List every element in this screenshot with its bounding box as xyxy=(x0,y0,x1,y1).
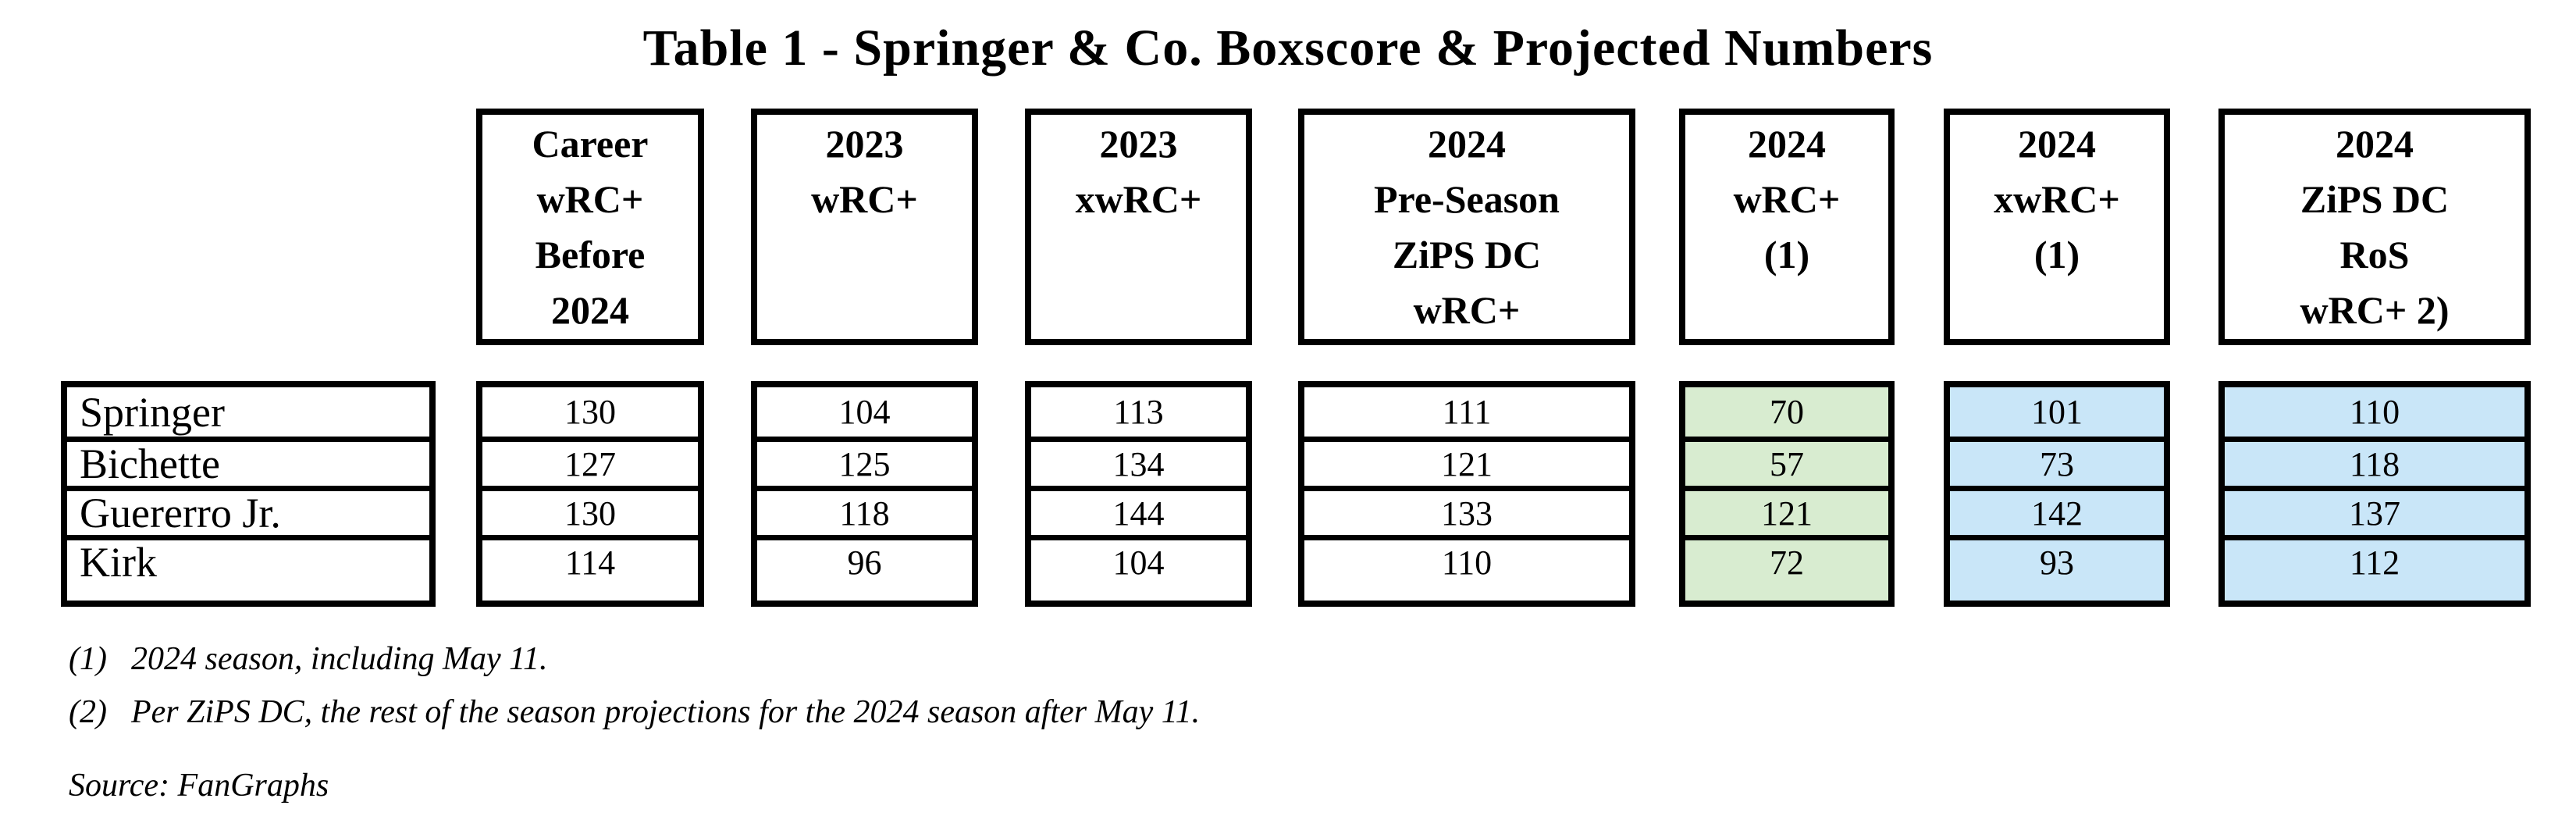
cell: 121 xyxy=(1685,486,1888,535)
cell: 73 xyxy=(1950,437,2164,486)
header-2023-wrc: 2023 wRC+ xyxy=(751,109,978,345)
header-line: 2023 xyxy=(1099,122,1178,166)
footnote-1: (1) 2024 season, including May 11. xyxy=(69,640,548,678)
column-2023-wrc: 104 125 118 96 xyxy=(751,381,978,607)
footnote-marker: (1) xyxy=(69,641,107,677)
cell: 121 xyxy=(1304,437,1629,486)
cell: 96 xyxy=(757,535,972,584)
footnote-marker: (2) xyxy=(69,694,107,730)
player-name: Kirk xyxy=(67,535,429,586)
header-line: wRC+ xyxy=(1413,288,1521,332)
cell: 142 xyxy=(1950,486,2164,535)
cell: 110 xyxy=(1304,535,1629,584)
page-title: Table 1 - Springer & Co. Boxscore & Proj… xyxy=(642,20,1934,77)
cell: 57 xyxy=(1685,437,1888,486)
cell: 72 xyxy=(1685,535,1888,584)
footnote-2: (2) Per ZiPS DC, the rest of the season p… xyxy=(69,693,1200,731)
header-2024-wrc: 2024 wRC+ (1) xyxy=(1679,109,1895,345)
header-line: (1) xyxy=(2033,233,2080,276)
cell: 93 xyxy=(1950,535,2164,584)
cell: 130 xyxy=(482,486,698,535)
cell: 104 xyxy=(1031,535,1246,584)
player-name: Springer xyxy=(80,388,225,436)
cell: 112 xyxy=(2225,535,2524,584)
cell: 101 xyxy=(2031,393,2083,431)
footnote-text: 2024 season, including May 11. xyxy=(131,641,548,677)
header-line: wRC+ xyxy=(536,177,644,221)
source-attribution: Source: FanGraphs xyxy=(69,768,329,804)
header-line: 2024 xyxy=(1428,122,1506,166)
cell: 114 xyxy=(482,535,698,584)
header-line: 2024 xyxy=(2018,122,2096,166)
header-line: Pre-Season xyxy=(1374,177,1560,221)
header-line: 2024 xyxy=(1748,122,1826,166)
header-line: ZiPS DC xyxy=(1392,233,1542,276)
cell: 133 xyxy=(1304,486,1629,535)
footnote-text: Per ZiPS DC, the rest of the season proj… xyxy=(131,694,1201,730)
header-line: wRC+ xyxy=(1733,177,1841,221)
header-line: 2024 xyxy=(2336,122,2414,166)
cell: 134 xyxy=(1031,437,1246,486)
column-player-names: Springer Bichette Guererro Jr. Kirk xyxy=(61,381,436,607)
cell: 70 xyxy=(1770,393,1804,431)
header-line: Career xyxy=(532,122,649,166)
cell: 110 xyxy=(2349,393,2400,431)
cell: 130 xyxy=(564,393,616,431)
header-line: RoS xyxy=(2339,233,2410,276)
header-line: 2023 xyxy=(825,122,904,166)
header-line: xwRC+ xyxy=(1075,177,1202,221)
header-line: Before xyxy=(535,233,646,276)
column-2024-xwrc-highlight-blue: 101 73 142 93 xyxy=(1944,381,2170,607)
header-career-wrc-before-2024: Career wRC+ Before 2024 xyxy=(476,109,704,345)
header-2024-xwrc: 2024 xwRC+ (1) xyxy=(1944,109,2170,345)
header-2024-zips-ros: 2024 ZiPS DC RoS wRC+ 2) xyxy=(2218,109,2531,345)
column-2023-xwrc: 113 134 144 104 xyxy=(1025,381,1252,607)
header-line: xwRC+ xyxy=(1994,177,2120,221)
column-2024-zips-ros-highlight-blue: 110 118 137 112 xyxy=(2218,381,2531,607)
cell: 144 xyxy=(1031,486,1246,535)
player-name: Bichette xyxy=(67,437,429,487)
cell: 137 xyxy=(2225,486,2524,535)
column-2024-wrc-highlight-green: 70 57 121 72 xyxy=(1679,381,1895,607)
header-line: wRC+ 2) xyxy=(2300,288,2450,332)
column-2024-preseason-zips: 111 121 133 110 xyxy=(1298,381,1635,607)
cell: 104 xyxy=(838,393,891,431)
header-2023-xwrc: 2023 xwRC+ xyxy=(1025,109,1252,345)
header-line: (1) xyxy=(1763,233,1810,276)
cell: 113 xyxy=(1113,393,1164,431)
cell: 127 xyxy=(482,437,698,486)
header-2024-preseason-zips: 2024 Pre-Season ZiPS DC wRC+ xyxy=(1298,109,1635,345)
cell: 125 xyxy=(757,437,972,486)
player-name: Guererro Jr. xyxy=(67,486,429,536)
cell: 118 xyxy=(2225,437,2524,486)
header-line: wRC+ xyxy=(811,177,918,221)
header-line: 2024 xyxy=(551,288,629,332)
cell: 111 xyxy=(1442,393,1492,431)
column-career-wrc-before-2024: 130 127 130 114 xyxy=(476,381,704,607)
header-line: ZiPS DC xyxy=(2300,177,2450,221)
cell: 118 xyxy=(757,486,972,535)
